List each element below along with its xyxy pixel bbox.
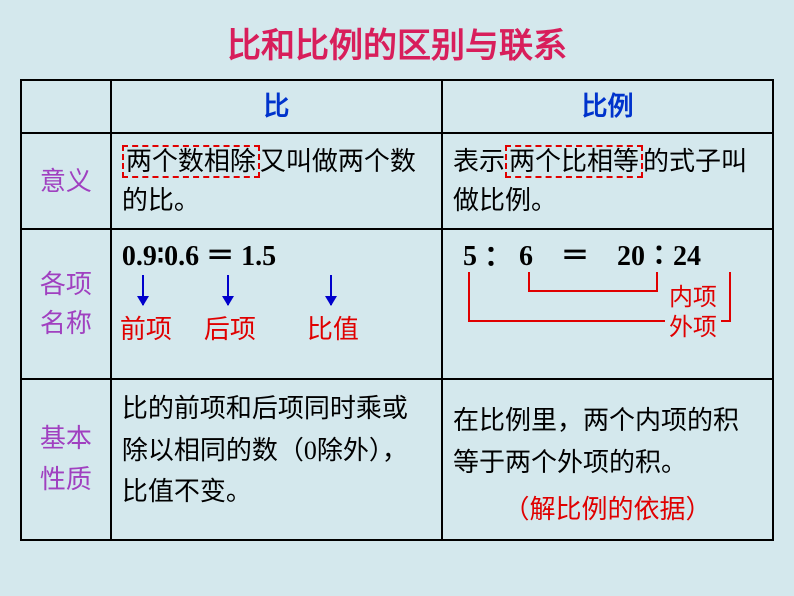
title-text: 比和比例的区别与联系 xyxy=(227,28,567,65)
label-bizhi: 比值 xyxy=(307,310,359,349)
meaning-label: 意义 xyxy=(21,133,111,229)
header-ratio-text: 比 xyxy=(263,92,289,121)
arrow-icon xyxy=(330,275,332,305)
header-ratio: 比 xyxy=(111,80,442,133)
property-proportion: 在比例里，两个内项的积等于两个外项的积。 （解比例的依据） xyxy=(442,379,773,540)
label-houxiang: 后项 xyxy=(204,310,256,349)
meaning-ratio: 两个数相除又叫做两个数的比。 xyxy=(111,133,442,229)
comparison-table: 比 比例 意义 两个数相除又叫做两个数的比。 表示两个比相等的式子叫做比例。 各… xyxy=(20,79,774,541)
names-row: 各项 名称 0.9∶0.6 ＝ 1.5 前项 后项 比值 5 ： 6 ＝ 20∶… xyxy=(21,229,773,379)
page-title: 比和比例的区别与联系 xyxy=(0,0,794,79)
meaning-label-text: 意义 xyxy=(40,167,92,196)
header-proportion: 比例 xyxy=(442,80,773,133)
property-label: 基本 性质 xyxy=(21,379,111,540)
meaning-row: 意义 两个数相除又叫做两个数的比。 表示两个比相等的式子叫做比例。 xyxy=(21,133,773,229)
property-label-text: 基本 性质 xyxy=(40,424,92,495)
boxed-text-1: 两个数相除 xyxy=(122,145,260,178)
property-ratio: 比的前项和后项同时乘或除以相同的数（0除外），比值不变。 xyxy=(111,379,442,540)
ratio-example-cell: 0.9∶0.6 ＝ 1.5 前项 后项 比值 xyxy=(111,229,442,379)
meaning-proportion: 表示两个比相等的式子叫做比例。 xyxy=(442,133,773,229)
property-row: 基本 性质 比的前项和后项同时乘或除以相同的数（0除外），比值不变。 在比例里，… xyxy=(21,379,773,540)
arrow-icon xyxy=(142,275,144,305)
header-empty xyxy=(21,80,111,133)
header-row: 比 比例 xyxy=(21,80,773,133)
arrow-icon xyxy=(227,275,229,305)
ratio-expression: 0.9∶0.6 ＝ 1.5 xyxy=(122,236,276,278)
basis-text: （解比例的依据） xyxy=(453,489,762,531)
boxed-text-2: 两个比相等 xyxy=(505,145,643,178)
outer-label: 外项 xyxy=(665,310,721,346)
label-qianxiang: 前项 xyxy=(120,310,172,349)
names-label: 各项 名称 xyxy=(21,229,111,379)
proportion-example-cell: 5 ： 6 ＝ 20∶24 内项 外项 xyxy=(442,229,773,379)
names-label-text: 各项 名称 xyxy=(40,270,92,338)
property-prop-text: 在比例里，两个内项的积等于两个外项的积。 xyxy=(453,400,762,483)
meaning-prop-pre: 表示 xyxy=(453,147,505,176)
header-prop-text: 比例 xyxy=(581,92,633,121)
